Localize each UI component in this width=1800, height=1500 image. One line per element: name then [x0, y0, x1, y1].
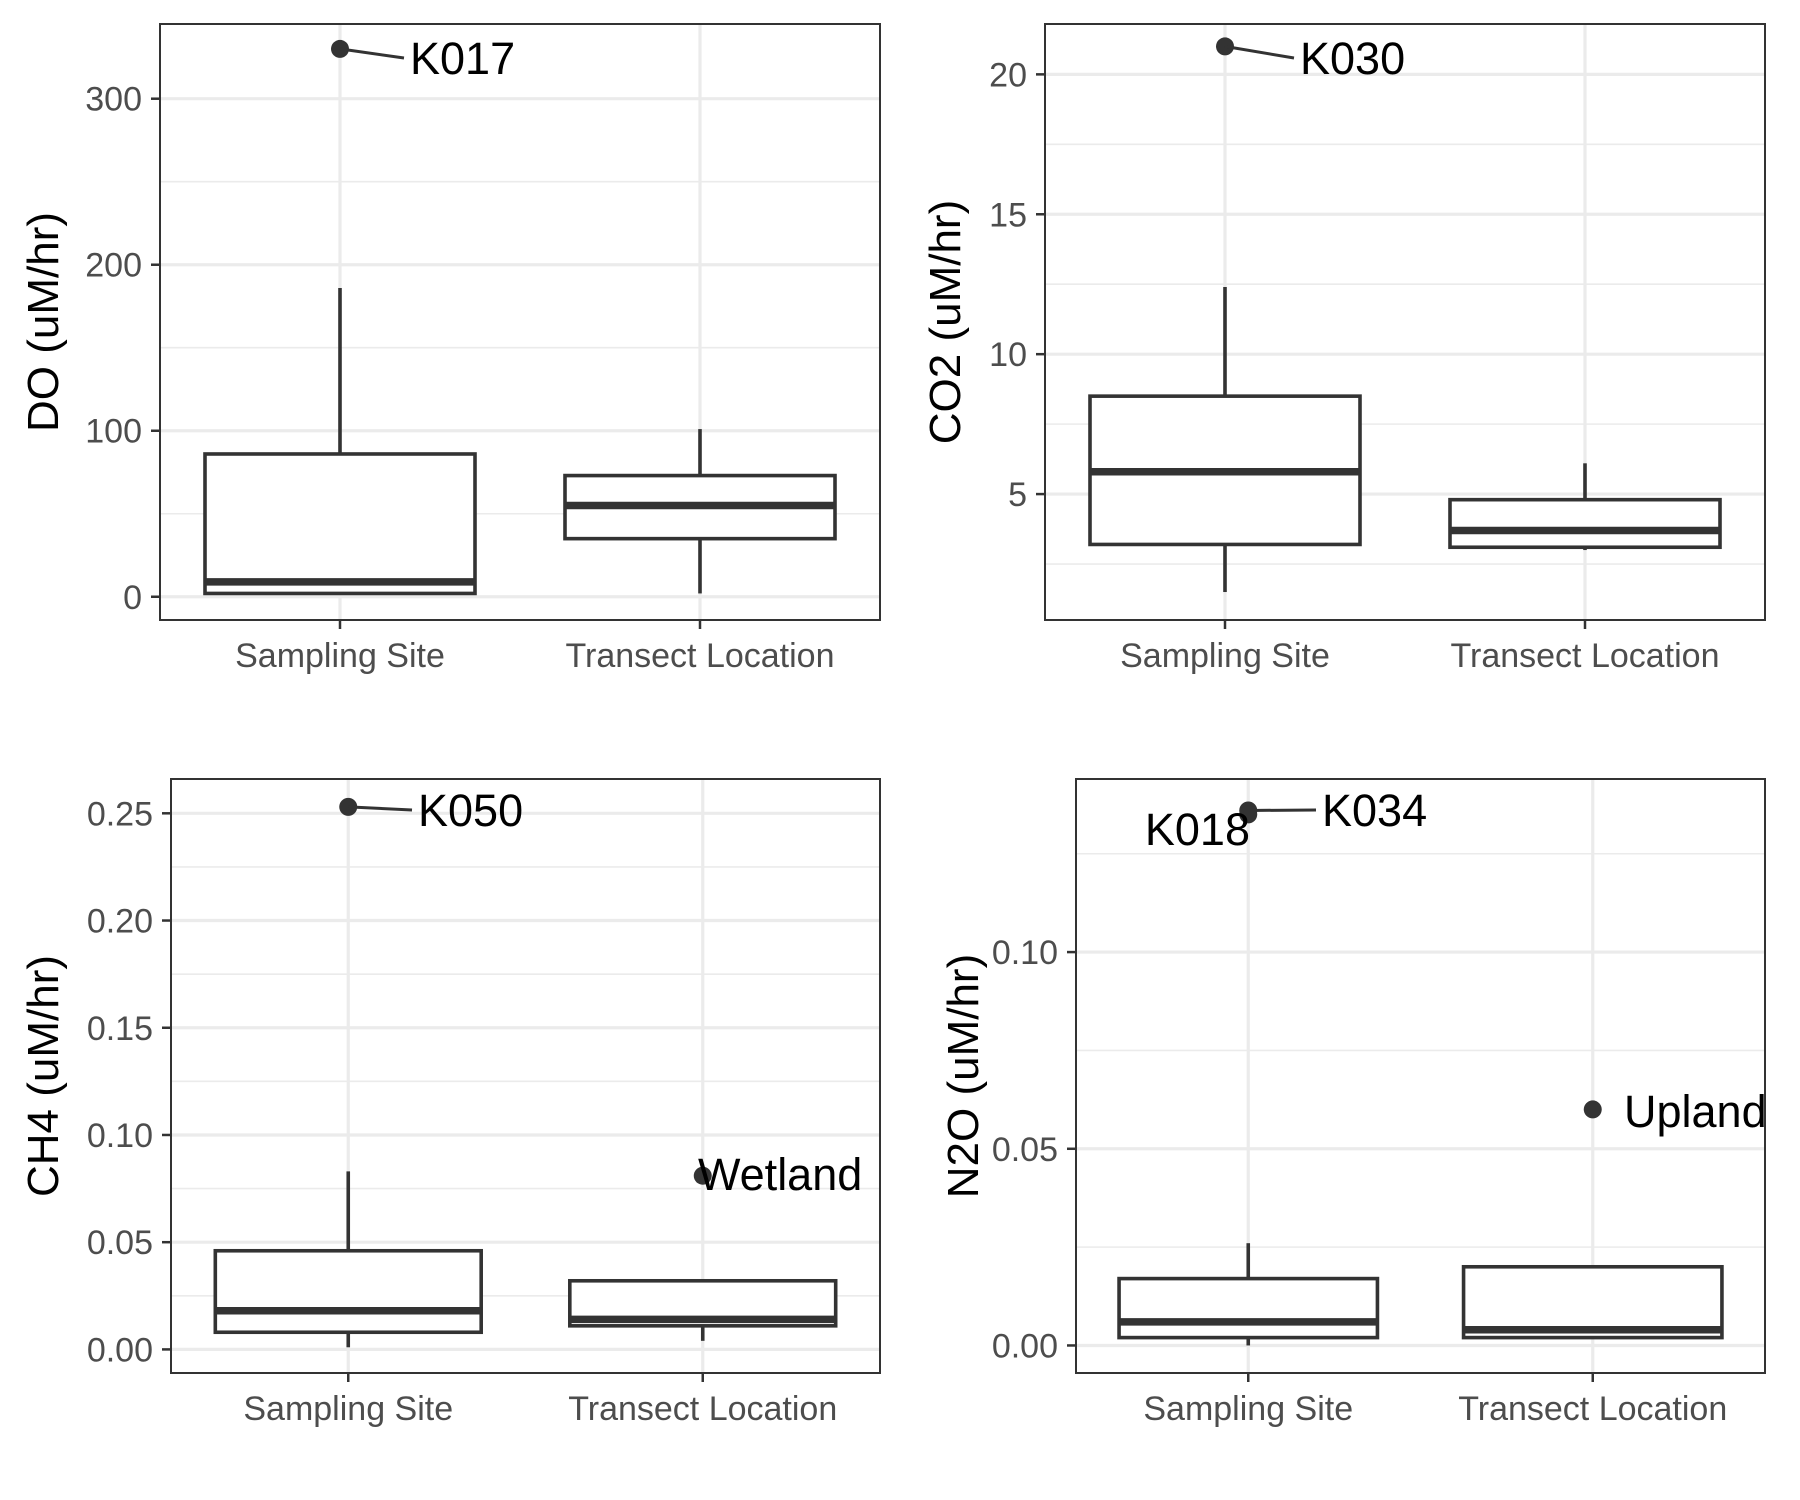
x-tick-label: Sampling Site	[1143, 1390, 1353, 1428]
y-tick-label: 200	[85, 247, 142, 285]
box-iqr	[1461, 1264, 1724, 1340]
y-axis-title: CH4 (uM/hr)	[19, 955, 68, 1197]
y-axis-title: CO2 (uM/hr)	[921, 200, 970, 444]
y-tick-label: 100	[85, 413, 142, 451]
outlier-point	[1583, 1100, 1602, 1119]
y-axis-title: DO (uM/hr)	[19, 212, 68, 432]
x-tick-label: Transect Location	[566, 637, 835, 675]
x-tick-label: Transect Location	[1451, 637, 1720, 675]
x-tick-label: Sampling Site	[235, 637, 445, 675]
boxplot-panel: K017 0 100 200 300 Sampling Site Transect Loca…	[19, 23, 881, 675]
y-tick-label: 0.15	[87, 1010, 153, 1048]
outlier-label: Wetland	[698, 1149, 862, 1200]
label-leader-line	[339, 47, 405, 60]
panel-border	[1075, 778, 1766, 1374]
y-tick-label: 0.05	[992, 1131, 1058, 1169]
outlier-label: K050	[418, 785, 523, 836]
boxplot-panel: K050 Wetland 0.00 0.05 0.10 0.15 0.20 0.25 Sampl…	[19, 778, 881, 1428]
outlier-label: K018	[1145, 804, 1250, 855]
label-leader-line	[348, 805, 413, 812]
outlier-point	[1239, 805, 1258, 824]
y-tick-label: 0.10	[992, 934, 1058, 972]
y-tick-label: 10	[989, 336, 1027, 374]
x-tick-label: Sampling Site	[1120, 637, 1330, 675]
y-tick-label: 15	[989, 196, 1027, 234]
outlier-label: K030	[1300, 33, 1405, 84]
box-iqr	[1448, 497, 1722, 550]
panel-border	[1044, 23, 1766, 621]
boxplot-panel: K030 5 10 15 20 Sampling Site Transect Locatio…	[921, 23, 1766, 675]
y-tick-label: 0.20	[87, 903, 153, 941]
boxplot-panel: K034 K018 Upland 0.00 0.05 0.10 Sampling Site T…	[939, 778, 1767, 1428]
box-iqr	[203, 452, 477, 596]
panel-border	[170, 778, 881, 1374]
box-iqr	[213, 1248, 483, 1335]
label-leader-line	[1224, 44, 1295, 60]
x-tick-label: Transect Location	[1458, 1390, 1727, 1428]
y-tick-label: 20	[989, 56, 1027, 94]
y-axis-title: N2O (uM/hr)	[939, 954, 988, 1198]
outlier-point	[693, 1166, 712, 1185]
y-tick-label: 5	[1008, 476, 1027, 514]
outlier-label: Upland	[1624, 1086, 1767, 1137]
x-tick-label: Sampling Site	[243, 1390, 453, 1428]
y-tick-label: 0.05	[87, 1224, 153, 1262]
outlier-label: K017	[410, 33, 515, 84]
x-tick-label: Transect Location	[568, 1390, 837, 1428]
y-tick-label: 300	[85, 81, 142, 119]
y-tick-label: 0.00	[87, 1331, 153, 1369]
box-iqr	[1117, 1276, 1380, 1340]
panel-border	[159, 23, 881, 621]
y-tick-label: 0.00	[992, 1327, 1058, 1365]
y-tick-label: 0.10	[87, 1117, 153, 1155]
y-tick-label: 0.25	[87, 795, 153, 833]
outlier-label: K034	[1322, 785, 1427, 836]
y-tick-label: 0	[123, 579, 142, 617]
